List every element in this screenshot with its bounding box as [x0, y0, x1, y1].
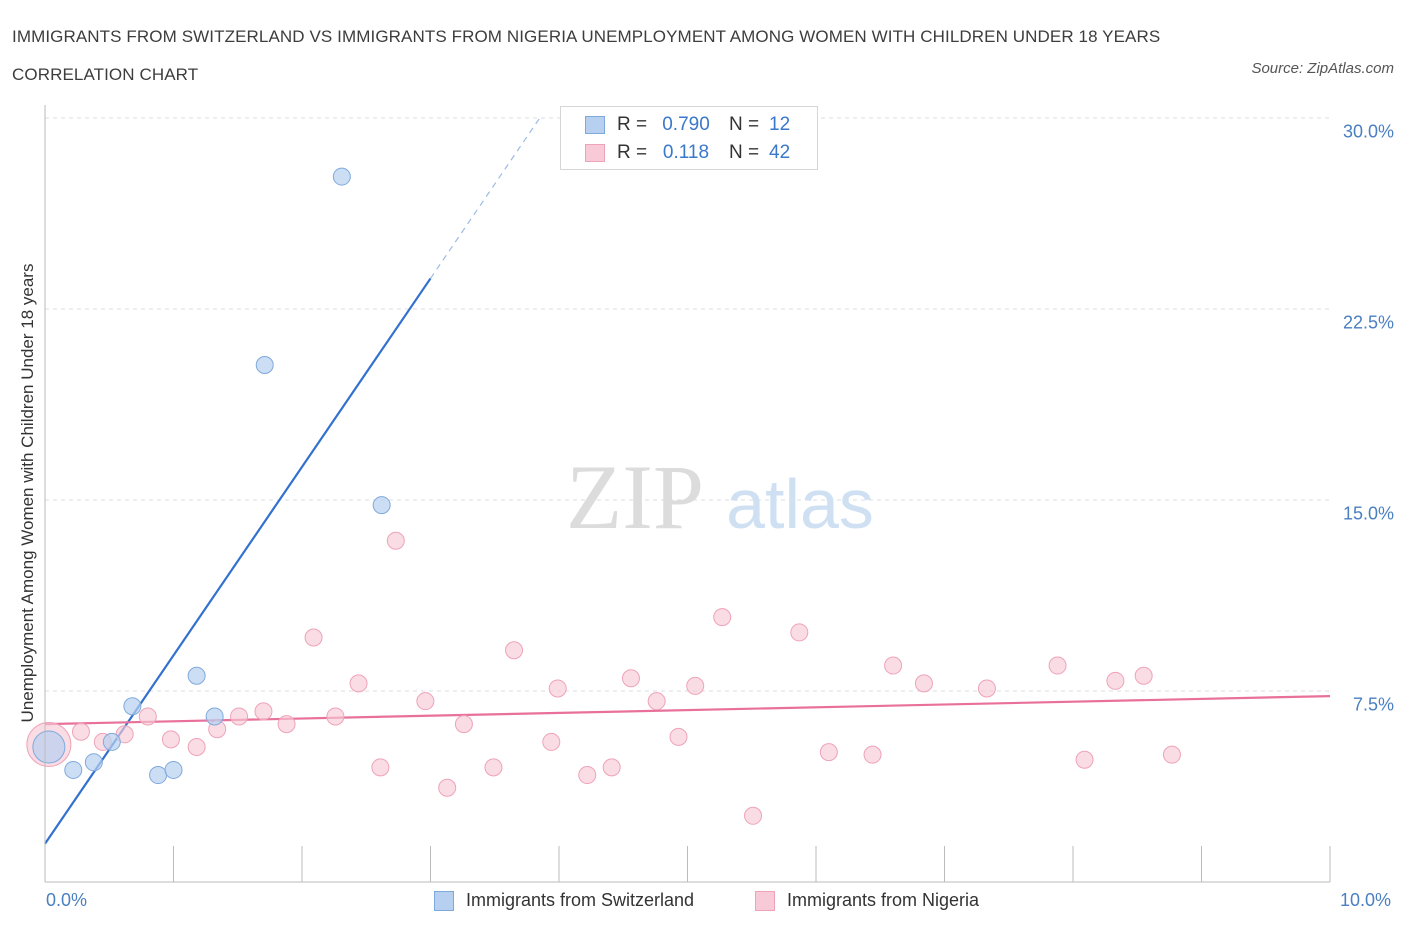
switzerland-trend-extension	[430, 117, 541, 279]
r-label: R =	[617, 142, 648, 163]
legend-row-nigeria: R = 0.118 N = 42	[585, 140, 790, 166]
switzerland-point	[102, 732, 121, 751]
watermark-atlas: atlas	[726, 465, 874, 543]
nigeria-legend-swatch	[755, 890, 775, 911]
switzerland-point	[164, 760, 183, 779]
r-label: R =	[617, 114, 648, 135]
correlation-legend: R = 0.790 N = 12 R = 0.118 N = 42	[560, 106, 818, 170]
switzerland-swatch	[585, 116, 605, 134]
nigeria-point	[386, 531, 405, 550]
switzerland-point	[32, 730, 66, 764]
nigeria-point	[187, 738, 206, 757]
nigeria-point	[416, 692, 435, 711]
nigeria-point	[744, 806, 763, 825]
nigeria-point	[548, 679, 567, 698]
nigeria-point	[230, 707, 249, 726]
switzerland-point	[205, 707, 224, 726]
nigeria-point	[505, 641, 524, 660]
nigeria-point	[254, 702, 273, 721]
nigeria-point	[863, 745, 882, 764]
nigeria-point	[1075, 750, 1094, 769]
switzerland-point	[372, 496, 391, 515]
nigeria-point	[71, 722, 90, 741]
nigeria-point	[484, 758, 503, 777]
nigeria-point	[349, 674, 368, 693]
nigeria-legend-label: Immigrants from Nigeria	[787, 890, 980, 910]
y-tick-label: 22.5%	[1342, 312, 1394, 333]
nigeria-r-value: 0.118	[662, 142, 710, 163]
switzerland-point	[149, 766, 168, 785]
nigeria-point	[884, 656, 903, 675]
switzerland-point	[255, 356, 274, 375]
nigeria-point	[647, 692, 666, 711]
legend-item-nigeria[interactable]: Immigrants from Nigeria	[755, 890, 979, 911]
switzerland-point	[187, 666, 206, 685]
nigeria-n-value: 42	[769, 142, 791, 163]
nigeria-point	[602, 758, 621, 777]
nigeria-point	[977, 679, 996, 698]
legend-row-switzerland: R = 0.790 N = 12	[585, 112, 790, 138]
nigeria-point	[1048, 656, 1067, 675]
x-tick-max: 10.0%	[1340, 890, 1392, 910]
nigeria-point	[371, 758, 390, 777]
switzerland-r-value: 0.790	[662, 114, 710, 135]
switzerland-point	[64, 760, 83, 779]
nigeria-point	[914, 674, 933, 693]
nigeria-point	[1162, 745, 1181, 764]
nigeria-point	[304, 628, 323, 647]
switzerland-point	[332, 167, 351, 186]
watermark-zip: ZIP	[566, 446, 704, 548]
nigeria-point	[277, 715, 296, 734]
switzerland-point	[84, 753, 103, 772]
nigeria-swatch	[585, 144, 605, 162]
y-tick-label: 30.0%	[1342, 121, 1394, 142]
nigeria-point	[542, 732, 561, 751]
switzerland-n-value: 12	[769, 114, 791, 135]
nigeria-point	[669, 727, 688, 746]
nigeria-point	[138, 707, 157, 726]
nigeria-point	[819, 743, 838, 762]
nigeria-trend-line	[44, 694, 1331, 726]
nigeria-point	[621, 669, 640, 688]
nigeria-point	[713, 608, 732, 627]
n-label: N =	[729, 142, 760, 163]
switzerland-legend-swatch	[434, 890, 454, 911]
switzerland-trend-line	[44, 277, 432, 845]
nigeria-point	[790, 623, 809, 642]
y-tick-label: 15.0%	[1342, 503, 1394, 524]
nigeria-point	[454, 715, 473, 734]
nigeria-point	[161, 730, 180, 749]
nigeria-point	[438, 778, 457, 797]
source-label: Source: ZipAtlas.com	[1251, 60, 1394, 77]
switzerland-legend-label: Immigrants from Switzerland	[466, 890, 695, 910]
nigeria-point	[686, 676, 705, 695]
nigeria-point	[1106, 671, 1125, 690]
nigeria-point	[578, 766, 597, 785]
nigeria-point	[1134, 666, 1153, 685]
y-tick-label: 7.5%	[1352, 694, 1394, 715]
nigeria-point	[326, 707, 345, 726]
legend-item-switzerland[interactable]: Immigrants from Switzerland	[434, 890, 694, 911]
chart-title: IMMIGRANTS FROM SWITZERLAND VS IMMIGRANT…	[12, 27, 1161, 84]
switzerland-point	[123, 697, 142, 716]
x-tick-min: 0.0%	[46, 890, 88, 910]
n-label: N =	[729, 114, 760, 135]
